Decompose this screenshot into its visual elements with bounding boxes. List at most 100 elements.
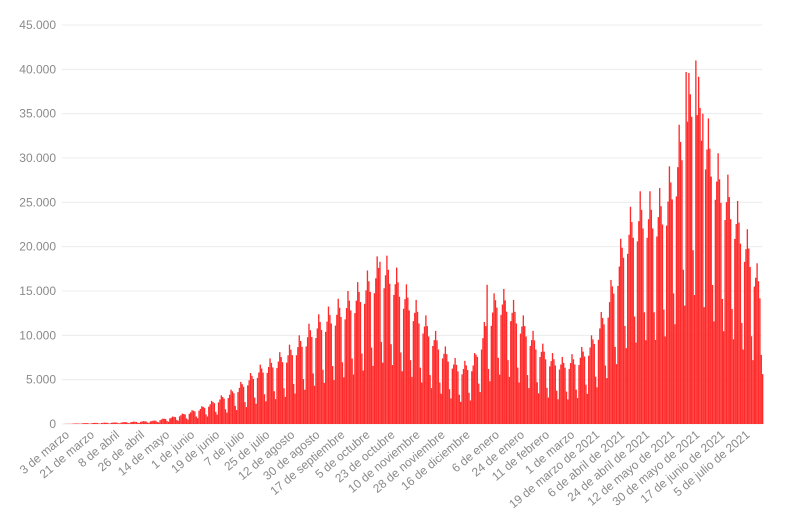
bar — [741, 322, 743, 424]
bar — [308, 323, 310, 424]
bar — [725, 202, 728, 424]
bar — [533, 340, 536, 424]
bar — [593, 343, 595, 424]
bar — [222, 396, 224, 424]
bar — [526, 375, 529, 424]
bar — [688, 73, 690, 424]
bar — [729, 219, 732, 424]
bar — [736, 200, 739, 424]
bar — [568, 369, 570, 424]
bar — [443, 353, 445, 424]
bar — [664, 336, 666, 424]
bar — [159, 420, 161, 424]
bar — [610, 279, 612, 424]
bar — [679, 141, 682, 424]
bar — [557, 399, 559, 424]
bar — [546, 387, 548, 424]
bar — [318, 314, 320, 424]
bar — [92, 423, 94, 424]
bar — [635, 342, 637, 424]
bar — [229, 394, 231, 424]
bar — [702, 113, 704, 425]
bar — [475, 354, 477, 424]
y-tick-label: 35.000 — [19, 107, 56, 121]
bar — [348, 300, 351, 424]
bar — [656, 236, 658, 424]
bar — [198, 410, 200, 424]
bar — [599, 328, 601, 424]
bar — [238, 387, 241, 424]
bar — [91, 423, 93, 424]
bar — [170, 417, 172, 424]
bar — [696, 115, 698, 424]
bar — [519, 333, 522, 424]
bar — [365, 290, 367, 424]
bar — [256, 377, 259, 424]
bar — [187, 419, 189, 424]
bar — [114, 422, 117, 424]
bar — [323, 382, 325, 424]
bar — [299, 340, 302, 424]
bar — [338, 307, 341, 424]
bar — [713, 321, 715, 424]
bar — [697, 76, 700, 424]
bar — [496, 307, 498, 425]
bar — [757, 281, 760, 424]
bar — [169, 418, 171, 424]
bar — [657, 217, 659, 424]
bar — [269, 358, 271, 424]
bar — [710, 176, 712, 424]
bar — [494, 300, 497, 424]
bar — [242, 386, 245, 424]
bar — [762, 374, 764, 425]
bar — [590, 335, 593, 424]
bar — [539, 357, 541, 424]
bar — [670, 182, 672, 424]
bar — [522, 315, 524, 424]
bar — [344, 319, 346, 424]
bar — [266, 372, 268, 424]
bar — [397, 282, 399, 424]
bar — [574, 364, 576, 424]
bar — [393, 294, 395, 424]
bar — [613, 293, 615, 424]
bar — [547, 397, 550, 424]
bar — [158, 422, 160, 424]
bar — [203, 407, 206, 424]
bar — [202, 406, 204, 424]
bar — [479, 392, 481, 424]
bar — [107, 423, 110, 424]
bar — [116, 422, 118, 424]
bar — [746, 229, 749, 424]
bar — [123, 422, 125, 424]
bar — [672, 293, 675, 424]
bar — [550, 361, 552, 424]
bar — [521, 326, 523, 424]
bar — [505, 311, 508, 424]
bar — [273, 391, 275, 424]
bar — [677, 167, 679, 424]
bar — [742, 349, 744, 424]
bar — [249, 373, 252, 424]
bar — [461, 374, 463, 424]
bar — [354, 313, 356, 424]
bar — [597, 339, 600, 424]
bar — [304, 389, 306, 424]
bar — [572, 359, 575, 424]
bar — [106, 422, 108, 424]
bar — [621, 247, 623, 424]
bar — [415, 299, 417, 424]
bar — [302, 379, 305, 424]
bar — [337, 298, 339, 424]
bar — [270, 362, 273, 424]
y-tick-label: 5.000 — [26, 373, 56, 387]
bar — [638, 221, 640, 424]
bar — [717, 153, 719, 424]
bar — [434, 330, 437, 424]
bar — [554, 365, 556, 424]
bar — [396, 267, 398, 424]
bar — [205, 414, 207, 424]
bar — [110, 422, 113, 424]
bar — [380, 341, 383, 424]
bar — [585, 384, 587, 424]
